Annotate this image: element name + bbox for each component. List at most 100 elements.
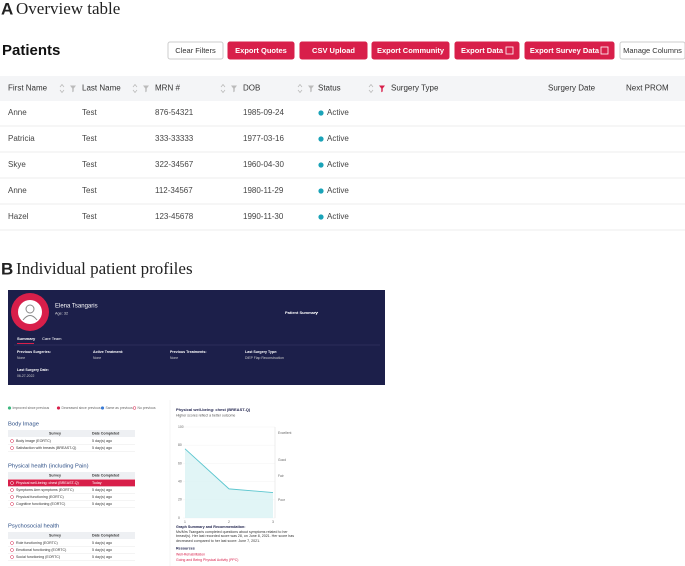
summary-title: Graph Summary and Recommendation:: [176, 525, 245, 529]
legend-symbol: [132, 406, 137, 410]
y-tick-label: 100: [178, 425, 184, 429]
table-header: [0, 76, 685, 101]
button[interactable]: [227, 41, 295, 60]
chart-title: Physical well-being: chest (BREAST-Q): [176, 407, 251, 412]
table-cell: Test: [82, 134, 97, 143]
panel-title: Overview table: [16, 0, 120, 18]
survey-name[interactable]: Emotional functioning (EORTC): [16, 548, 66, 552]
filter-icon[interactable]: [379, 85, 385, 93]
table-cell: Test: [82, 186, 97, 195]
sort-icon[interactable]: [220, 83, 226, 94]
filter-icon[interactable]: [231, 85, 237, 93]
patient-age: Age: 32: [55, 312, 68, 316]
filter-icon[interactable]: [143, 85, 149, 93]
field-label: Last Surgery Date:: [17, 368, 49, 372]
x-tick-label: 2: [228, 520, 230, 524]
table-cell: Active: [327, 160, 349, 169]
chart-subtitle: Higher scores reflect a better outcome: [176, 413, 235, 417]
survey-name[interactable]: Satisfaction with breasts (BREAST-Q): [16, 446, 76, 450]
column-header: First Name: [8, 84, 48, 93]
button[interactable]: [167, 41, 224, 60]
menu-chevron[interactable]: [314, 311, 319, 314]
column-header: Status: [318, 84, 341, 93]
survey-name[interactable]: Symptoms Arm symptoms (EORTC): [16, 488, 74, 492]
legend-symbol: [7, 406, 12, 410]
line: [184, 448, 274, 493]
status-dot: [318, 214, 324, 220]
button-label: Export Data: [461, 46, 504, 55]
avatar-head: [25, 304, 35, 314]
table-cell: Test: [82, 108, 97, 117]
survey-name[interactable]: Role functioning (EORTC): [16, 541, 58, 545]
legend-label: Decreased since previous: [62, 406, 101, 410]
status-dot: [318, 162, 324, 168]
x-tick-label: 3: [272, 520, 274, 524]
area: [185, 448, 273, 518]
button[interactable]: [371, 41, 450, 60]
survey-date: 5 day(s) ago: [92, 439, 112, 443]
sort-icon[interactable]: [132, 83, 138, 94]
legend-label: Improved since previous: [13, 406, 50, 410]
survey-table-header: [8, 430, 135, 437]
field-value: None: [93, 356, 101, 360]
field-value: None: [17, 356, 25, 360]
sort-icon[interactable]: [297, 83, 303, 94]
panel-label: A: [1, 0, 13, 18]
table-cell: Active: [327, 134, 349, 143]
column-header: Surgery Type: [391, 84, 439, 93]
sort-icon[interactable]: [59, 83, 65, 94]
survey-date: 5 day(s) ago: [92, 446, 112, 450]
button[interactable]: [619, 41, 685, 60]
survey-date: 5 day(s) ago: [92, 495, 112, 499]
survey-column: Survey: [49, 473, 61, 477]
survey-status-icon: [10, 541, 14, 545]
filter-icon[interactable]: [308, 85, 314, 93]
table-cell: Patricia: [8, 134, 35, 143]
table-cell: Anne: [8, 186, 27, 195]
page-heading: Patients: [2, 42, 60, 59]
survey-name[interactable]: Social functioning (EORTC): [16, 555, 60, 559]
button[interactable]: [299, 41, 368, 60]
resource-link[interactable]: Well-Rehabilitation: [176, 552, 205, 556]
field-label: Active Treatment:: [93, 350, 123, 354]
survey-date: Today: [92, 481, 102, 485]
survey-name[interactable]: Body image (EORTC): [16, 439, 51, 443]
survey-status-icon: [10, 555, 14, 559]
column-header: Last Name: [82, 84, 121, 93]
button[interactable]: [524, 41, 615, 60]
field-label: Previous Surgeries:: [17, 350, 51, 354]
table-cell: Test: [82, 160, 97, 169]
table-cell: Anne: [8, 108, 27, 117]
y-tick-label: 40: [178, 479, 182, 483]
button-icon: [600, 46, 609, 55]
survey-status-icon: [10, 481, 14, 485]
button-icon: [505, 46, 514, 55]
survey-column: Date Completed: [92, 533, 119, 537]
button[interactable]: [454, 41, 520, 60]
survey-name[interactable]: Physical functioning (EORTC): [16, 495, 64, 499]
resource-link[interactable]: Going and Being Physical Activity (PPC): [176, 558, 238, 562]
profile-header: [8, 290, 385, 385]
button-label: Export Survey Data: [530, 46, 600, 55]
field-value: DIEP Flap Reconstruction: [245, 356, 284, 360]
sort-icon[interactable]: [368, 83, 374, 94]
survey-name[interactable]: Cognitive functioning (EORTC): [16, 502, 65, 506]
table-cell: 112-34567: [155, 186, 193, 195]
filter-icon[interactable]: [70, 85, 76, 93]
survey-date: 5 day(s) ago: [92, 548, 112, 552]
y-tick-label: 60: [178, 461, 182, 465]
table-cell: 876-54321: [155, 108, 194, 117]
table-cell: Active: [327, 108, 349, 117]
survey-date: 5 day(s) ago: [92, 555, 112, 559]
survey-date: 5 day(s) ago: [92, 488, 112, 492]
tab: Summary: [17, 336, 36, 341]
avatar-body: [22, 315, 38, 321]
section-title: Psychosocial health: [8, 524, 59, 530]
summary-box: Ms/Mrs Tsangaris completed questions abo…: [176, 530, 294, 543]
survey-name[interactable]: Physical well-being: chest (BREAST-Q): [16, 481, 79, 485]
table-cell: 1985-09-24: [243, 108, 284, 117]
tab: Care Team: [42, 336, 62, 341]
survey-status-icon: [10, 446, 14, 450]
